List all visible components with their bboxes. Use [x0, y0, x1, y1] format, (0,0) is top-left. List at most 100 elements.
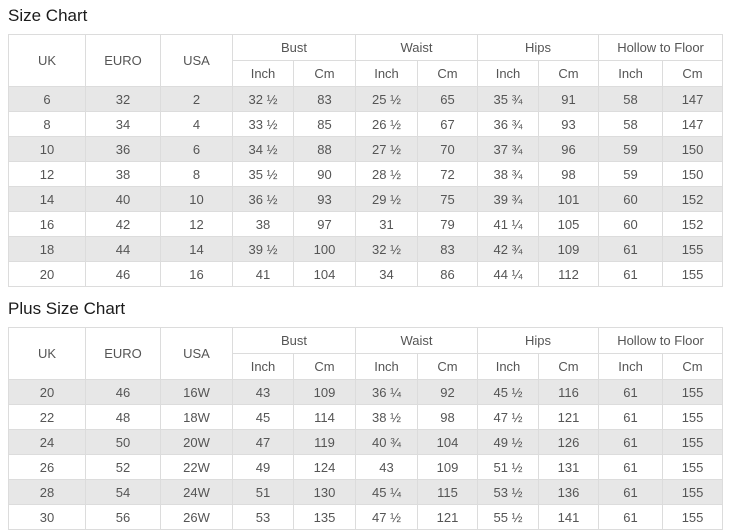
- table-cell: 155: [662, 454, 724, 480]
- plus-size-chart-title: Plus Size Chart: [8, 299, 126, 318]
- column-header-euro: EURO: [85, 327, 161, 380]
- column-subheader-inch: Inch: [477, 353, 540, 380]
- table-cell: 155: [662, 379, 724, 405]
- table-cell: 26 ½: [355, 111, 419, 137]
- table-row: 30 56 26W 53 135 47 ½ 121 55 ½ 141 61 155: [8, 504, 724, 530]
- table-cell: 55 ½: [477, 504, 540, 530]
- column-subheader-inch: Inch: [598, 60, 664, 87]
- table-cell: 28: [8, 479, 86, 505]
- table-cell: 104: [417, 429, 479, 455]
- table-cell: 32 ½: [355, 236, 419, 262]
- table-cell: 75: [417, 186, 479, 212]
- table-cell: 48: [85, 404, 161, 430]
- table-cell: 31: [355, 211, 419, 237]
- column-group-header-waist: Waist: [355, 34, 479, 61]
- table-cell: 24W: [160, 479, 233, 505]
- table-cell: 58: [598, 111, 664, 137]
- table-cell: 88: [292, 136, 357, 162]
- table-cell: 65: [417, 86, 479, 112]
- table-cell: 147: [662, 111, 724, 137]
- table-cell: 86: [417, 261, 479, 287]
- column-subheader-cm: Cm: [538, 60, 600, 87]
- table-cell: 61: [598, 236, 664, 262]
- table-cell: 38: [85, 161, 161, 187]
- table-cell: 35 ½: [232, 161, 294, 187]
- header-group-row: UK EURO USA Bust Waist Hips Hollow to Floor: [8, 327, 724, 380]
- table-cell: 100: [292, 236, 357, 262]
- table-cell: 47: [232, 429, 294, 455]
- table-cell: 119: [292, 429, 357, 455]
- table-cell: 26: [8, 454, 86, 480]
- table-cell: 150: [662, 136, 724, 162]
- table-cell: 34: [355, 261, 419, 287]
- table-cell: 49: [232, 454, 294, 480]
- size-chart-title: Size Chart: [8, 6, 88, 25]
- table-cell: 126: [538, 429, 600, 455]
- table-cell: 152: [662, 186, 724, 212]
- table-cell: 92: [417, 379, 479, 405]
- column-subheader-inch: Inch: [355, 353, 419, 380]
- table-cell: 50: [85, 429, 161, 455]
- table-cell: 34: [85, 111, 161, 137]
- table-cell: 32: [85, 86, 161, 112]
- table-cell: 152: [662, 211, 724, 237]
- table-cell: 46: [85, 261, 161, 287]
- table-cell: 59: [598, 161, 664, 187]
- table-cell: 8: [8, 111, 86, 137]
- table-cell: 34 ½: [232, 136, 294, 162]
- size-chart-table: UK EURO USA Bust Waist Hips Hollow to Floor Inc…: [8, 34, 724, 287]
- table-cell: 155: [662, 404, 724, 430]
- table-cell: 2: [160, 86, 233, 112]
- table-cell: 155: [662, 429, 724, 455]
- table-cell: 18W: [160, 404, 233, 430]
- table-cell: 131: [538, 454, 600, 480]
- table-cell: 25 ½: [355, 86, 419, 112]
- table-cell: 93: [292, 186, 357, 212]
- table-cell: 27 ½: [355, 136, 419, 162]
- table-cell: 91: [538, 86, 600, 112]
- column-subheader-inch: Inch: [477, 60, 540, 87]
- table-cell: 40: [85, 186, 161, 212]
- table-cell: 59: [598, 136, 664, 162]
- table-cell: 85: [292, 111, 357, 137]
- table-cell: 109: [538, 236, 600, 262]
- table-cell: 61: [598, 261, 664, 287]
- table-cell: 93: [538, 111, 600, 137]
- table-cell: 101: [538, 186, 600, 212]
- column-subheader-inch: Inch: [598, 353, 664, 380]
- table-row: 28 54 24W 51 130 45 ¼ 115 53 ½ 136 61 155: [8, 479, 724, 505]
- column-subheader-cm: Cm: [662, 353, 724, 380]
- table-cell: 83: [292, 86, 357, 112]
- table-cell: 155: [662, 261, 724, 287]
- table-cell: 135: [292, 504, 357, 530]
- column-subheader-cm: Cm: [292, 60, 357, 87]
- table-cell: 10: [160, 186, 233, 212]
- column-subheader-cm: Cm: [538, 353, 600, 380]
- table-cell: 14: [160, 236, 233, 262]
- table-cell: 130: [292, 479, 357, 505]
- table-cell: 12: [160, 211, 233, 237]
- table-cell: 16W: [160, 379, 233, 405]
- table-cell: 115: [417, 479, 479, 505]
- table-cell: 6: [160, 136, 233, 162]
- column-subheader-inch: Inch: [232, 60, 294, 87]
- table-cell: 36 ¾: [477, 111, 540, 137]
- plus-size-chart-table: UK EURO USA Bust Waist Hips Hollow to Floor Inc…: [8, 327, 724, 530]
- table-cell: 60: [598, 186, 664, 212]
- column-group-header-bust: Bust: [231, 34, 357, 61]
- table-cell: 52: [85, 454, 161, 480]
- column-subheader-cm: Cm: [662, 60, 724, 87]
- table-cell: 150: [662, 161, 724, 187]
- column-group-header-hips: Hips: [477, 34, 600, 61]
- table-cell: 53: [232, 504, 294, 530]
- table-cell: 155: [662, 236, 724, 262]
- table-cell: 28 ½: [355, 161, 419, 187]
- table-cell: 45 ¼: [355, 479, 419, 505]
- column-subheader-cm: Cm: [417, 60, 479, 87]
- column-header-uk: UK: [8, 34, 86, 87]
- table-cell: 45: [232, 404, 294, 430]
- table-cell: 121: [417, 504, 479, 530]
- table-cell: 79: [417, 211, 479, 237]
- table-cell: 36: [85, 136, 161, 162]
